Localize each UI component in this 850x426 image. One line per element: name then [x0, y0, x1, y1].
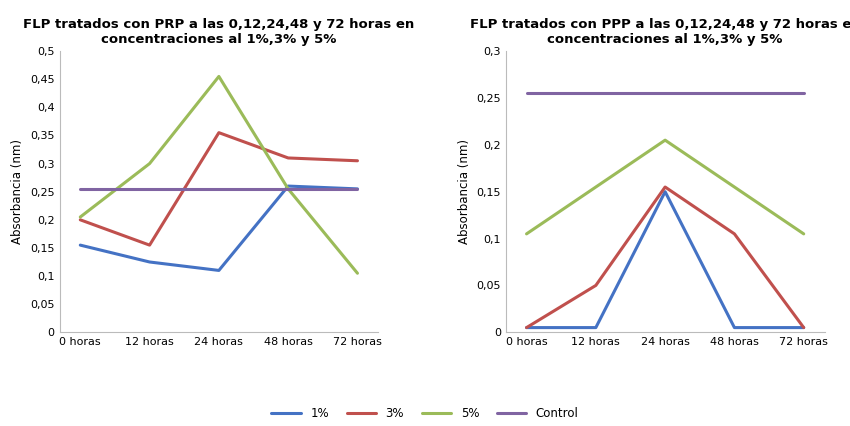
Y-axis label: Absorbancia (nm): Absorbancia (nm) — [457, 139, 471, 244]
Legend: 1%, 3%, 5%, Control: 1%, 3%, 5%, Control — [271, 407, 579, 420]
Title: FLP tratados con PRP a las 0,12,24,48 y 72 horas en
concentraciones al 1%,3% y 5: FLP tratados con PRP a las 0,12,24,48 y … — [23, 18, 415, 46]
Y-axis label: Absorbancia (nm): Absorbancia (nm) — [11, 139, 25, 244]
Title: FLP tratados con PPP a las 0,12,24,48 y 72 horas en
concentraciones al 1%,3% y 5: FLP tratados con PPP a las 0,12,24,48 y … — [470, 18, 850, 46]
